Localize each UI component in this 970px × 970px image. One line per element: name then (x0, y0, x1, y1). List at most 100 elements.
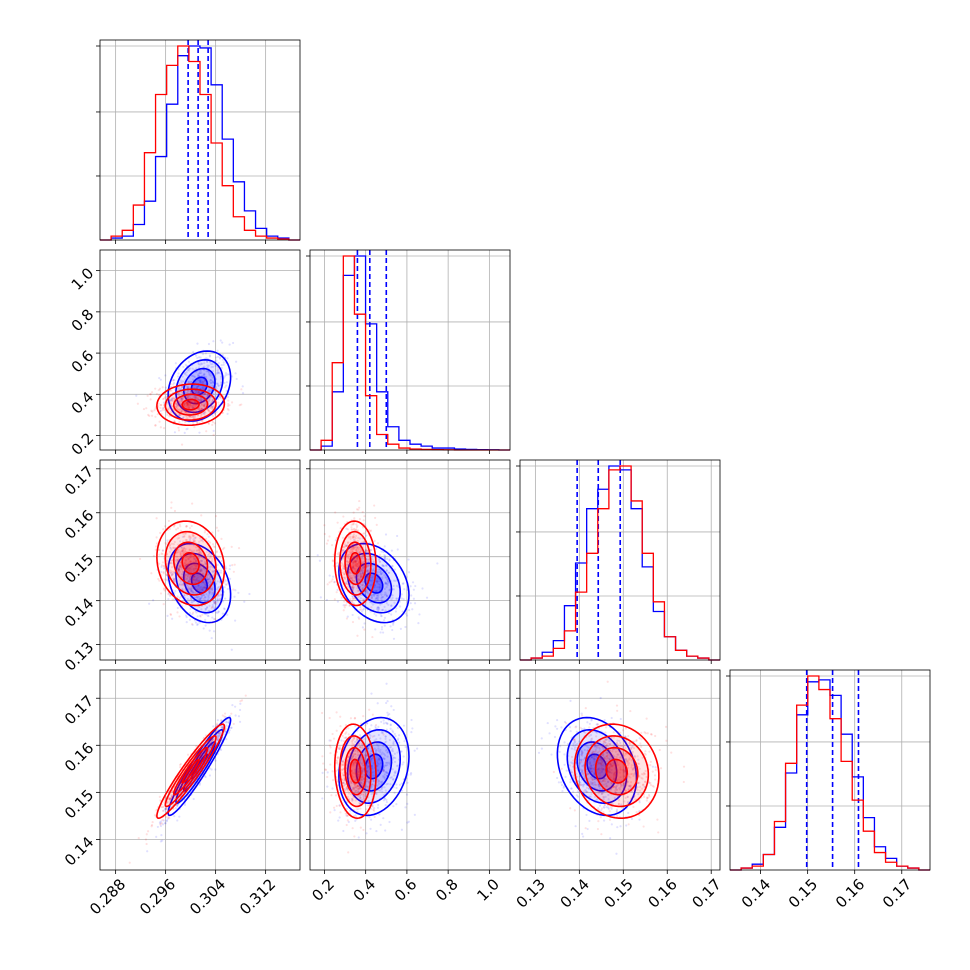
sample-point (204, 608, 208, 611)
sample-point (359, 606, 362, 609)
sample-point (374, 598, 377, 601)
sample-point (198, 569, 202, 573)
sample-point (161, 549, 165, 552)
sample-point (221, 727, 224, 730)
sample-point (197, 584, 200, 587)
sample-point (393, 791, 396, 794)
sample-point (170, 797, 173, 800)
sample-point (354, 819, 357, 822)
sample-point (170, 794, 173, 797)
sample-point (384, 582, 387, 585)
sample-point (389, 727, 392, 730)
sample-point (208, 551, 211, 554)
sample-point (196, 397, 200, 401)
sample-point (351, 613, 354, 617)
sample-point (348, 575, 351, 578)
sample-point (169, 399, 172, 403)
sample-point (161, 839, 164, 842)
sample-point (200, 569, 203, 573)
sample-point (211, 738, 215, 741)
sample-point (326, 771, 329, 774)
sample-point (172, 396, 175, 399)
sample-point (213, 602, 216, 605)
sample-point (189, 401, 192, 404)
sample-point (170, 409, 174, 412)
sample-point (398, 741, 401, 744)
sample-point (384, 575, 387, 578)
sample-point (379, 762, 383, 765)
sample-point (384, 735, 387, 738)
sample-point (355, 790, 358, 793)
sample-point (177, 403, 180, 407)
sample-point (353, 835, 356, 838)
sample-point (188, 380, 191, 383)
sample-point (369, 752, 373, 756)
sample-point (343, 788, 346, 791)
sample-point (179, 786, 183, 789)
sample-point (376, 586, 379, 589)
sample-point (394, 771, 397, 775)
sample-point (370, 576, 373, 579)
sample-point (170, 506, 173, 509)
sample-point (188, 580, 191, 583)
sample-point (196, 422, 199, 425)
sample-point (188, 566, 192, 570)
sample-point (379, 570, 382, 574)
sample-point (171, 399, 174, 402)
sample-point (208, 560, 211, 563)
sample-point (196, 623, 199, 627)
sample-point (192, 611, 195, 614)
sample-point (211, 531, 214, 534)
sample-point (383, 754, 387, 757)
sample-point (209, 578, 212, 582)
sample-point (217, 397, 220, 401)
sample-point (356, 547, 359, 550)
sample-point (403, 588, 406, 591)
sample-point (375, 547, 378, 551)
sample-point (189, 560, 192, 563)
sample-point (208, 372, 211, 375)
axes-frame (519, 459, 721, 661)
sample-point (198, 556, 201, 559)
sample-point (135, 394, 138, 397)
sample-point (377, 725, 380, 729)
sample-point (361, 586, 364, 589)
sample-point (363, 790, 366, 793)
sample-point (195, 578, 198, 581)
sample-point (342, 515, 345, 518)
sample-point (201, 386, 204, 389)
sample-point (203, 379, 207, 382)
sample-point (177, 567, 180, 570)
sample-point (361, 588, 364, 591)
sample-point (180, 783, 184, 787)
sample-point (186, 564, 189, 567)
sample-point (150, 823, 154, 827)
sample-point (365, 590, 368, 593)
sample-point (189, 560, 192, 563)
sample-point (168, 550, 172, 553)
sample-point (384, 556, 387, 560)
sample-point (214, 759, 217, 762)
sample-point (201, 419, 204, 423)
sample-point (206, 364, 209, 367)
sample-point (186, 403, 189, 406)
sample-point (393, 760, 397, 763)
sample-point (173, 397, 177, 400)
sample-point (200, 595, 203, 598)
sample-point (159, 822, 162, 825)
sample-point (358, 517, 362, 521)
sample-point (186, 386, 190, 390)
sample-point (370, 783, 373, 786)
sample-point (341, 557, 344, 561)
sample-point (382, 595, 385, 599)
sample-point (184, 558, 187, 562)
sample-point (217, 735, 220, 739)
sample-point (176, 408, 179, 411)
sample-point (164, 541, 167, 545)
sample-point (351, 547, 354, 550)
sample-point (185, 428, 188, 431)
sample-point (350, 526, 353, 529)
sample-point (216, 734, 220, 738)
sample-point (181, 399, 184, 403)
sample-point (351, 799, 354, 802)
